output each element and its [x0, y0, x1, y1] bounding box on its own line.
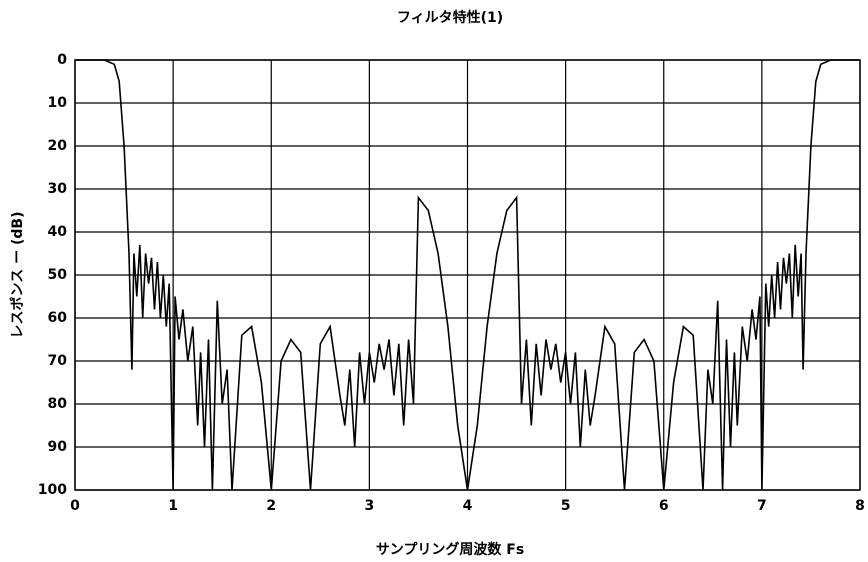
- x-tick-label: 2: [266, 498, 276, 514]
- y-tick-label: 20: [48, 138, 68, 154]
- x-tick-label: 5: [561, 498, 571, 514]
- chart-title: フィルタ特性(1): [397, 9, 503, 26]
- y-tick-label: 40: [48, 224, 68, 240]
- x-tick-label: 0: [70, 498, 80, 514]
- y-axis-label: レスポンス ー (dB): [9, 212, 26, 339]
- y-tick-label: 60: [48, 310, 68, 326]
- y-tick-label: 70: [48, 353, 68, 369]
- y-tick-label: 10: [48, 95, 68, 111]
- x-tick-label: 4: [463, 498, 473, 514]
- x-tick-label: 7: [757, 498, 767, 514]
- y-tick-label: 0: [57, 52, 67, 68]
- response-line: [75, 59, 860, 491]
- x-tick-label: 3: [365, 498, 375, 514]
- y-tick-label: 50: [48, 267, 68, 283]
- y-tick-label: 90: [48, 439, 68, 455]
- y-tick-label: 30: [48, 181, 68, 197]
- x-tick-label: 6: [659, 498, 669, 514]
- y-tick-label: 100: [38, 482, 67, 498]
- x-axis-label: サンプリング周波数 Fs: [376, 541, 524, 558]
- x-tick-label: 8: [855, 498, 865, 514]
- x-tick-label: 1: [168, 498, 178, 514]
- y-tick-label: 80: [48, 396, 68, 412]
